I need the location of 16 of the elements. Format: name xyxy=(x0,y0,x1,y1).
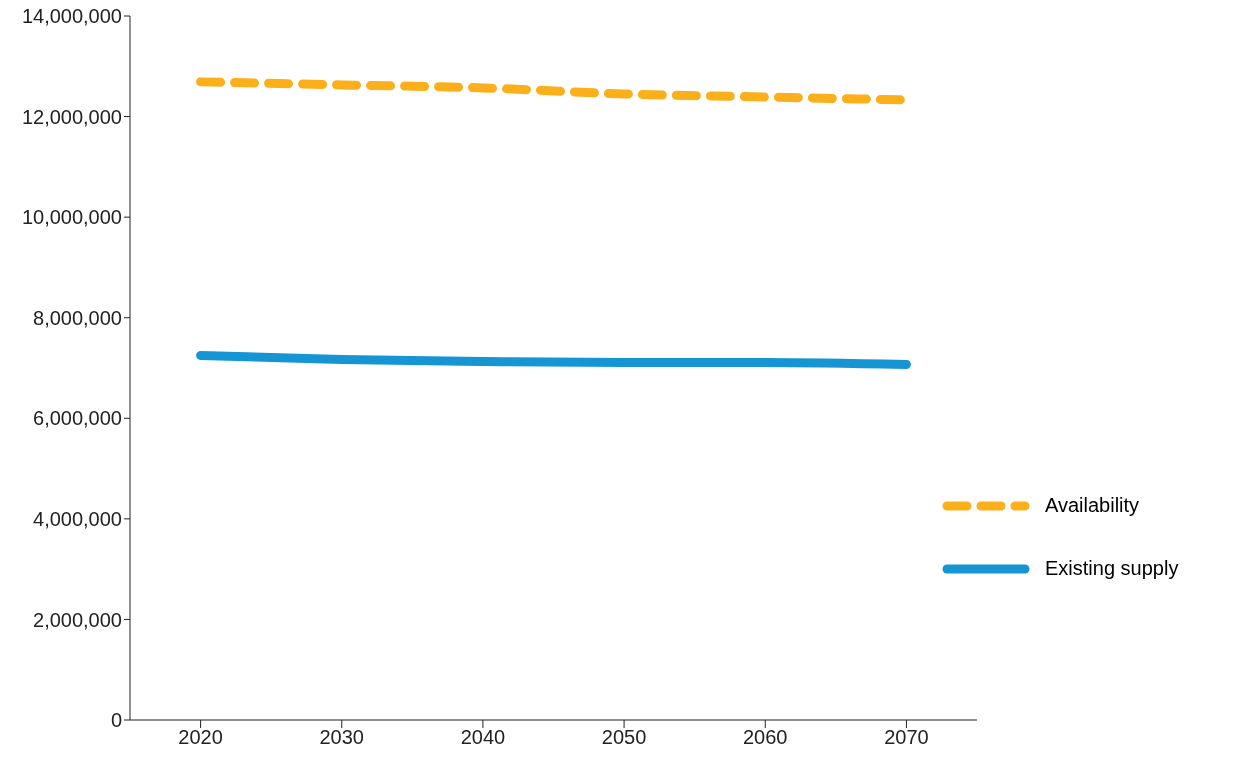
y-tick-label: 4,000,000 xyxy=(33,507,122,530)
legend-label: Availability xyxy=(1045,494,1140,517)
x-tick-label: 2030 xyxy=(319,726,364,749)
y-tick-label: 6,000,000 xyxy=(33,407,122,430)
x-tick-label: 2020 xyxy=(178,726,223,749)
y-tick-label: 2,000,000 xyxy=(33,608,122,631)
y-tick-label: 10,000,000 xyxy=(21,206,122,229)
x-tick-label: 2070 xyxy=(884,726,929,749)
y-tick-label: 0 xyxy=(110,709,122,732)
y-tick-label: 12,000,000 xyxy=(21,105,122,128)
y-tick-label: 14,000,000 xyxy=(21,5,122,28)
x-tick-label: 2040 xyxy=(460,726,506,749)
legend-label: Existing supply xyxy=(1045,557,1179,580)
y-tick-label: 8,000,000 xyxy=(33,306,122,329)
x-tick-label: 2050 xyxy=(601,726,647,749)
x-tick-label: 2060 xyxy=(743,726,788,749)
